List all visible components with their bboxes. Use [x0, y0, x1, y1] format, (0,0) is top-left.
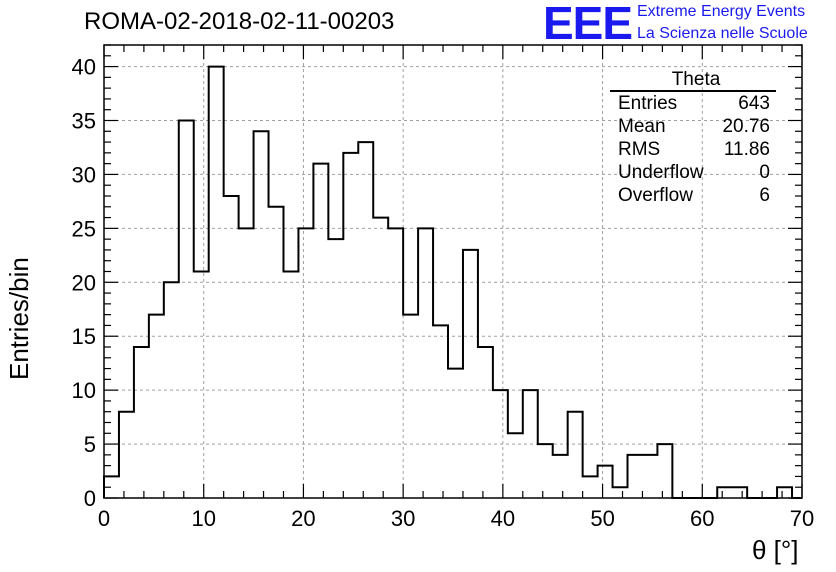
logo-line-1: Extreme Energy Events — [637, 3, 806, 20]
y-tick-label: 5 — [84, 432, 96, 457]
stats-row-rms: RMS 11.86 — [610, 138, 776, 161]
stats-label: Entries — [618, 93, 678, 114]
eee-logo: EEE — [543, 0, 633, 49]
x-tick-label: 20 — [291, 506, 315, 531]
y-tick-label: 20 — [72, 270, 96, 295]
stats-title: Theta — [610, 70, 776, 92]
y-tick-label: 30 — [72, 162, 96, 187]
stats-value: 0 — [759, 162, 770, 183]
stats-value: 6 — [759, 185, 770, 206]
chart-title: ROMA-02-2018-02-11-00203 — [84, 8, 395, 35]
x-axis-label: θ [°] — [752, 535, 799, 565]
x-tick-label: 10 — [191, 506, 215, 531]
y-tick-label: 0 — [84, 486, 96, 511]
stats-label: RMS — [618, 139, 661, 160]
stats-label: Mean — [618, 116, 666, 137]
stats-value: 11.86 — [723, 139, 770, 160]
y-tick-label: 15 — [72, 324, 96, 349]
y-axis-label: Entries/bin — [4, 257, 34, 380]
x-tick-label: 30 — [391, 506, 415, 531]
y-tick-label: 25 — [72, 216, 96, 241]
stats-row-mean: Mean 20.76 — [610, 115, 776, 138]
x-tick-label: 0 — [98, 506, 110, 531]
x-tick-label: 40 — [491, 506, 515, 531]
stats-row-overflow: Overflow 6 — [610, 184, 776, 207]
y-tick-label: 40 — [72, 55, 96, 80]
y-tick-label: 10 — [72, 378, 96, 403]
stats-value: 643 — [738, 93, 770, 114]
stats-value: 20.76 — [722, 116, 770, 137]
logo-line-2: La Scienza nelle Scuole — [637, 25, 808, 42]
x-tick-label: 60 — [690, 506, 714, 531]
x-tick-label: 50 — [590, 506, 614, 531]
stats-label: Overflow — [618, 185, 693, 206]
x-tick-label: 70 — [790, 506, 814, 531]
stats-row-underflow: Underflow 0 — [610, 161, 776, 184]
y-tick-label: 35 — [72, 109, 96, 134]
stats-row-entries: Entries 643 — [610, 92, 776, 115]
histogram-series — [103, 65, 802, 499]
stats-box: Theta Entries 643 Mean 20.76 RMS 11.86 U… — [610, 70, 776, 207]
stats-label: Underflow — [618, 162, 704, 183]
